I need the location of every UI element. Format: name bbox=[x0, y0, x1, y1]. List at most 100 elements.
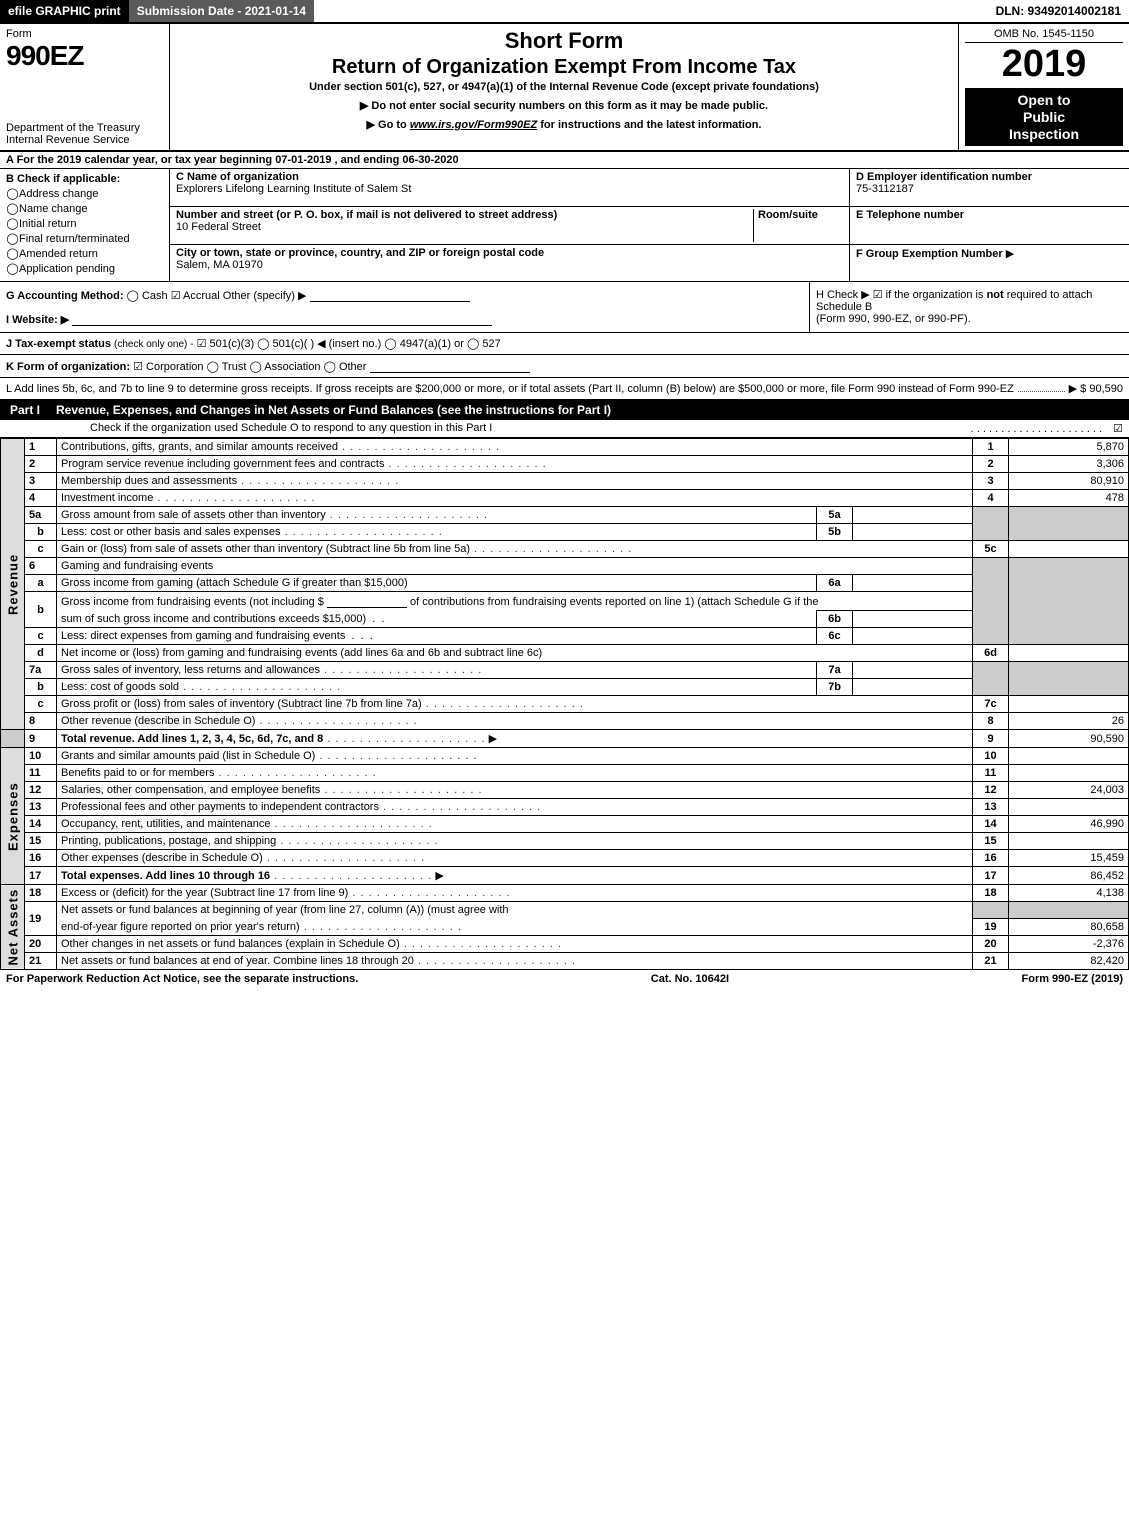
table-row: 16 Other expenses (describe in Schedule … bbox=[1, 850, 1129, 867]
header-left: Form 990EZ Department of the Treasury In… bbox=[0, 24, 170, 150]
chk-final-return[interactable] bbox=[6, 232, 19, 245]
line-amt: 15,459 bbox=[1009, 850, 1129, 867]
line-ref: 2 bbox=[973, 456, 1009, 473]
j-label: J Tax-exempt status bbox=[6, 338, 111, 350]
lbl-501c3: 501(c)(3) bbox=[209, 338, 254, 350]
footer-mid: Cat. No. 10642I bbox=[651, 973, 729, 985]
grey-cell bbox=[1009, 507, 1129, 541]
sub-val[interactable] bbox=[853, 611, 973, 628]
row-gh: G Accounting Method: Cash Accrual Other … bbox=[0, 282, 1129, 333]
row-l: L Add lines 5b, 6c, and 7b to line 9 to … bbox=[0, 378, 1129, 400]
part-1-tag: Part I bbox=[0, 400, 50, 420]
line-amt: 3,306 bbox=[1009, 456, 1129, 473]
sub-val[interactable] bbox=[853, 507, 973, 524]
chk-501c3[interactable] bbox=[197, 338, 210, 350]
line-num: 3 bbox=[25, 473, 57, 490]
sub-val[interactable] bbox=[853, 628, 973, 645]
line-ref: 16 bbox=[973, 850, 1009, 867]
section-b-header: B Check if applicable: bbox=[6, 173, 163, 185]
side-net-assets: Net Assets bbox=[1, 885, 25, 970]
table-row: b Gross income from fundraising events (… bbox=[1, 592, 1129, 611]
form-word: Form bbox=[6, 28, 163, 40]
website-input[interactable] bbox=[72, 312, 492, 326]
chk-accrual[interactable] bbox=[171, 290, 183, 302]
line-amt bbox=[1009, 696, 1129, 713]
irs-link[interactable]: www.irs.gov/Form990EZ bbox=[410, 119, 537, 131]
line-ref: 5c bbox=[973, 541, 1009, 558]
table-row: a Gross income from gaming (attach Sched… bbox=[1, 575, 1129, 592]
page-footer: For Paperwork Reduction Act Notice, see … bbox=[0, 970, 1129, 988]
line-ref: 10 bbox=[973, 748, 1009, 765]
sub-val[interactable] bbox=[853, 662, 973, 679]
chk-527[interactable] bbox=[467, 338, 482, 350]
sub-box: 5a bbox=[817, 507, 853, 524]
table-row: 8 Other revenue (describe in Schedule O)… bbox=[1, 713, 1129, 730]
tax-year: 2019 bbox=[965, 43, 1123, 86]
chk-application-pending[interactable] bbox=[6, 262, 19, 275]
lbl-corp: Corporation bbox=[146, 361, 203, 373]
note-goto-pre: Go to bbox=[378, 119, 410, 131]
row-a-tax-year: A For the 2019 calendar year, or tax yea… bbox=[0, 152, 1129, 169]
sub-val[interactable] bbox=[853, 524, 973, 541]
f-arrow: ▶ bbox=[1006, 248, 1014, 260]
chk-initial-return[interactable] bbox=[6, 217, 19, 230]
chk-schedule-o[interactable]: ☑ bbox=[1113, 423, 1123, 435]
chk-address-change[interactable] bbox=[6, 187, 19, 200]
sub-val[interactable] bbox=[853, 575, 973, 592]
table-row: 17 Total expenses. Add lines 10 through … bbox=[1, 867, 1129, 885]
line-num: 20 bbox=[25, 935, 57, 952]
chk-other-org[interactable] bbox=[324, 361, 339, 373]
chk-501c[interactable] bbox=[257, 338, 272, 350]
line-amt: 86,452 bbox=[1009, 867, 1129, 885]
line-desc: Other revenue (describe in Schedule O) bbox=[61, 715, 255, 727]
chk-name-change[interactable] bbox=[6, 202, 19, 215]
c-city-label: City or town, state or province, country… bbox=[176, 247, 843, 259]
chk-cash[interactable] bbox=[127, 290, 142, 302]
open-to-public: Open to Public Inspection bbox=[965, 88, 1123, 146]
line-desc: Net income or (loss) from gaming and fun… bbox=[61, 647, 542, 659]
section-c: C Name of organization Explorers Lifelon… bbox=[170, 169, 849, 281]
entity-block: B Check if applicable: Address change Na… bbox=[0, 169, 1129, 282]
line-desc: Occupancy, rent, utilities, and maintena… bbox=[61, 818, 271, 830]
other-org-input[interactable] bbox=[370, 359, 530, 373]
room-label: Room/suite bbox=[758, 209, 843, 221]
line-desc: Gain or (loss) from sale of assets other… bbox=[61, 543, 470, 555]
other-method-input[interactable] bbox=[310, 288, 470, 302]
omb-number: OMB No. 1545-1150 bbox=[965, 28, 1123, 43]
line-desc: Net assets or fund balances at beginning… bbox=[61, 904, 509, 916]
contrib-input[interactable] bbox=[327, 594, 407, 608]
efile-print-button[interactable]: efile GRAPHIC print bbox=[0, 0, 129, 22]
note-ssn: Do not enter social security numbers on … bbox=[371, 100, 768, 112]
lbl-4947: 4947(a)(1) or bbox=[400, 338, 464, 350]
chk-assoc[interactable] bbox=[249, 361, 264, 373]
line-ref: 9 bbox=[973, 730, 1009, 748]
chk-corp[interactable] bbox=[133, 361, 146, 373]
lbl-other-org: Other bbox=[339, 361, 367, 373]
k-label: K Form of organization: bbox=[6, 361, 130, 373]
line-num: 7a bbox=[25, 662, 57, 679]
line-num: 10 bbox=[25, 748, 57, 765]
chk-trust[interactable] bbox=[207, 361, 222, 373]
line-amt bbox=[1009, 541, 1129, 558]
line-num: 14 bbox=[25, 816, 57, 833]
table-row: 5a Gross amount from sale of assets othe… bbox=[1, 507, 1129, 524]
line-num: 1 bbox=[25, 439, 57, 456]
line-desc: Membership dues and assessments bbox=[61, 475, 237, 487]
e-phone-label: E Telephone number bbox=[856, 209, 964, 221]
table-row: sum of such gross income and contributio… bbox=[1, 611, 1129, 628]
sub-val[interactable] bbox=[853, 679, 973, 696]
table-row: 9 Total revenue. Add lines 1, 2, 3, 4, 5… bbox=[1, 730, 1129, 748]
chk-amended-return[interactable] bbox=[6, 247, 19, 260]
line-desc-2: end-of-year figure reported on prior yea… bbox=[61, 921, 300, 933]
line-amt: 82,420 bbox=[1009, 952, 1129, 969]
grey-cell bbox=[1009, 902, 1129, 919]
line-num: 4 bbox=[25, 490, 57, 507]
line-ref: 1 bbox=[973, 439, 1009, 456]
side-expenses: Expenses bbox=[1, 748, 25, 885]
l-text: L Add lines 5b, 6c, and 7b to line 9 to … bbox=[6, 383, 1014, 395]
line-desc: Contributions, gifts, grants, and simila… bbox=[61, 441, 338, 453]
line-ref: 4 bbox=[973, 490, 1009, 507]
dept-irs: Internal Revenue Service bbox=[6, 134, 163, 146]
chk-4947[interactable] bbox=[384, 338, 399, 350]
sub-box: 6c bbox=[817, 628, 853, 645]
